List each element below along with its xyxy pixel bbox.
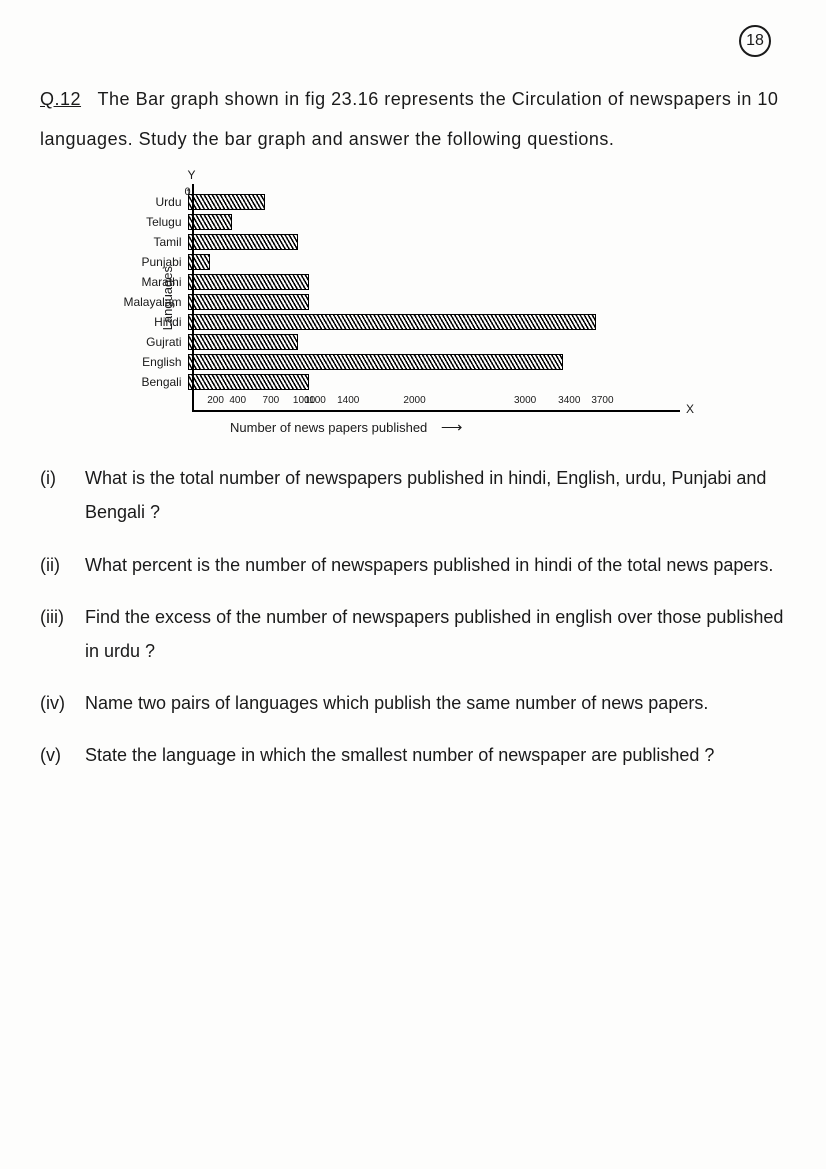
bar [188, 274, 310, 290]
bar-category-label: Tamil [113, 235, 188, 249]
x-tick-label: 1100 [304, 395, 326, 406]
bar-row: Bengali [194, 372, 681, 391]
bar [188, 374, 310, 390]
x-tick-label: 3000 [514, 395, 536, 406]
x-origin-label: 0 [185, 186, 191, 198]
bar-row: Tamil [194, 232, 681, 251]
bar [188, 214, 232, 230]
x-axis-ticks: 2004007001000110014002000300034003700 [194, 392, 681, 410]
bar-chart: Languages ↑ Y X UrduTeluguTamilPunjabiMa… [160, 184, 680, 436]
question-body: Find the excess of the number of newspap… [85, 600, 786, 668]
x-axis-label: Number of news papers published ⟶ [230, 418, 680, 436]
bar-category-label: English [113, 355, 188, 369]
y-axis-marker: Y [188, 168, 196, 182]
bar-row: Hindi [194, 312, 681, 331]
bar [188, 234, 299, 250]
page-number: 18 [739, 25, 771, 57]
question-body: What percent is the number of newspapers… [85, 548, 786, 582]
bar [188, 334, 299, 350]
x-axis-arrow-icon: ⟶ [441, 419, 463, 436]
question-body: State the language in which the smallest… [85, 738, 786, 772]
question-item: (iii) Find the excess of the number of ne… [40, 600, 786, 668]
question-number: (ii) [40, 548, 75, 582]
question-prompt: Q.12 The Bar graph shown in fig 23.16 re… [40, 80, 786, 159]
bar-row: Marathi [194, 272, 681, 291]
question-number: (iii) [40, 600, 75, 668]
bar [188, 354, 564, 370]
bar-row: Malayalam [194, 292, 681, 311]
bar-category-label: Marathi [113, 275, 188, 289]
question-item: (v) State the language in which the small… [40, 738, 786, 772]
x-tick-label: 2000 [403, 395, 425, 406]
x-tick-label: 400 [229, 395, 246, 406]
bar-row: Urdu [194, 192, 681, 211]
bar-category-label: Urdu [113, 195, 188, 209]
question-body: What is the total number of newspapers p… [85, 461, 786, 529]
bar-row: English [194, 352, 681, 371]
bar-category-label: Malayalam [113, 295, 188, 309]
question-text: The Bar graph shown in fig 23.16 represe… [40, 89, 778, 149]
bar [188, 254, 210, 270]
bar [188, 294, 310, 310]
question-number: (iv) [40, 686, 75, 720]
x-tick-label: 1400 [337, 395, 359, 406]
bar-category-label: Punjabi [113, 255, 188, 269]
question-item: (ii) What percent is the number of newspa… [40, 548, 786, 582]
question-item: (iv) Name two pairs of languages which pu… [40, 686, 786, 720]
sub-questions: (i) What is the total number of newspaper… [40, 461, 786, 772]
question-number: (v) [40, 738, 75, 772]
bar-category-label: Gujrati [113, 335, 188, 349]
question-label: Q.12 [40, 89, 81, 109]
bar-row: Telugu [194, 212, 681, 231]
bar [188, 314, 597, 330]
bar-row: Gujrati [194, 332, 681, 351]
x-tick-label: 3400 [558, 395, 580, 406]
x-axis-marker: X [686, 402, 694, 416]
chart-plot-area: Y X UrduTeluguTamilPunjabiMarathiMalayal… [192, 184, 681, 412]
x-tick-label: 700 [263, 395, 280, 406]
question-number: (i) [40, 461, 75, 529]
bar [188, 194, 265, 210]
x-tick-label: 3700 [591, 395, 613, 406]
bar-category-label: Hindi [113, 315, 188, 329]
bar-category-label: Telugu [113, 215, 188, 229]
x-tick-label: 200 [207, 395, 224, 406]
bar-category-label: Bengali [113, 375, 188, 389]
question-item: (i) What is the total number of newspaper… [40, 461, 786, 529]
bar-row: Punjabi [194, 252, 681, 271]
question-body: Name two pairs of languages which publis… [85, 686, 786, 720]
